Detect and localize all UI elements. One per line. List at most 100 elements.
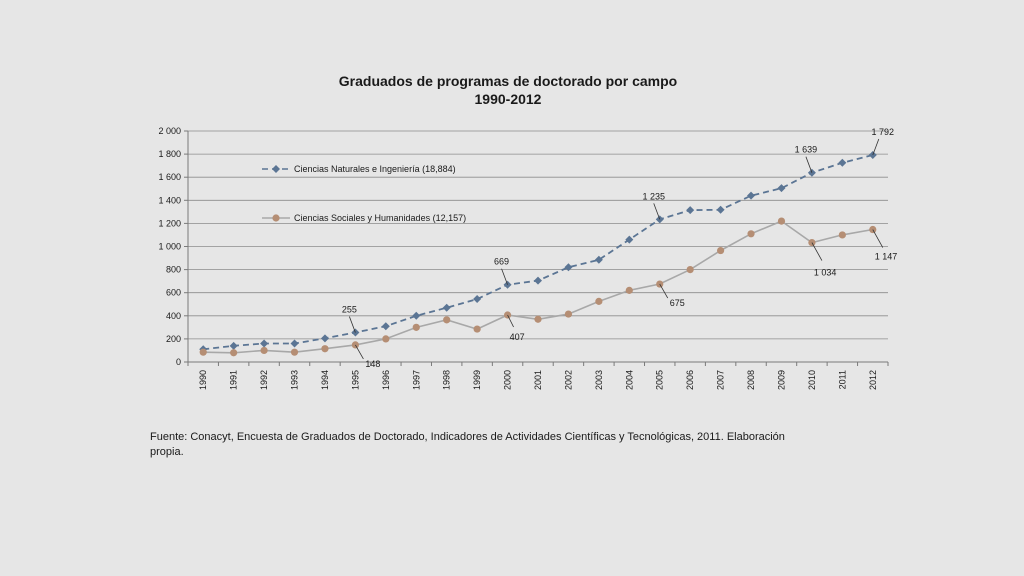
y-tick-label: 1 200 xyxy=(158,218,181,228)
x-tick-label: 1995 xyxy=(350,370,360,390)
y-tick-label: 1 600 xyxy=(158,172,181,182)
x-tick-label: 2008 xyxy=(746,370,756,390)
annotation-leader xyxy=(653,203,661,220)
x-tick-label: 2000 xyxy=(503,370,513,390)
data-point-series-1 xyxy=(229,341,238,350)
annotation-leader xyxy=(501,268,508,285)
annotation-leader xyxy=(872,138,880,156)
y-tick-label: 0 xyxy=(176,357,181,367)
data-label: 1 235 xyxy=(642,191,665,201)
data-point-series-1 xyxy=(260,339,269,348)
annotation-leader xyxy=(659,283,669,299)
data-point-series-1 xyxy=(320,334,329,343)
y-tick-label: 200 xyxy=(166,334,181,344)
data-point-series-1 xyxy=(594,255,603,264)
x-tick-label: 2003 xyxy=(594,370,604,390)
data-point-series-2 xyxy=(717,246,725,255)
axes: 0 200 400 600 800 1 000 1 200 1 400 1 600 1 800 2 … xyxy=(158,126,889,390)
data-point-series-2 xyxy=(838,231,846,239)
data-point-series-2 xyxy=(747,230,755,238)
data-point-series-1 xyxy=(686,206,695,215)
annotation-leader xyxy=(811,242,823,261)
data-point-series-1 xyxy=(625,235,634,244)
annotation-leader xyxy=(349,316,356,333)
annotation-leader xyxy=(805,156,813,173)
x-tick-label: 1997 xyxy=(411,370,421,390)
data-point-series-2 xyxy=(260,346,268,355)
data-point-series-2 xyxy=(443,316,451,324)
data-label: 1 147 xyxy=(875,252,898,262)
x-tick-label: 2004 xyxy=(624,370,634,390)
x-tick-label: 2002 xyxy=(563,370,573,390)
data-label: 669 xyxy=(494,257,509,267)
legend-label-2: Ciencias Sociales y Humanidades (12,157) xyxy=(294,213,466,223)
x-tick-label: 1999 xyxy=(472,370,482,390)
data-point-series-1 xyxy=(534,276,542,285)
data-point-series-1 xyxy=(473,295,482,304)
x-tick-label: 2007 xyxy=(716,370,726,390)
data-point-series-1 xyxy=(777,184,786,193)
x-tick-label: 1998 xyxy=(442,370,452,390)
data-point-series-2 xyxy=(290,348,299,356)
legend-marker-1 xyxy=(272,165,280,173)
annotation-leader xyxy=(507,314,514,328)
data-point-series-1 xyxy=(716,205,725,214)
x-tick-label: 1992 xyxy=(259,370,269,390)
x-tick-label: 1990 xyxy=(198,370,208,390)
data-point-series-2 xyxy=(625,286,633,294)
annotation-layer: 255 669 1 235 1 639 1 792 148 407 675 1 034 1 147 xyxy=(342,127,897,369)
data-label: 148 xyxy=(365,359,380,369)
data-label: 1 034 xyxy=(814,268,837,278)
data-point-series-2 xyxy=(686,266,694,274)
series-layer xyxy=(199,151,877,357)
x-tick-label: 2012 xyxy=(868,370,878,390)
data-label: 407 xyxy=(510,332,525,342)
x-tick-label: 2011 xyxy=(837,370,847,389)
y-tick-label: 1 000 xyxy=(158,242,181,252)
data-point-series-2 xyxy=(777,217,786,225)
data-point-series-2 xyxy=(473,325,481,333)
annotation-leader xyxy=(872,229,884,248)
data-point-series-2 xyxy=(564,310,573,318)
x-tick-label: 1996 xyxy=(381,370,391,390)
data-point-series-2 xyxy=(321,345,329,353)
data-point-series-2 xyxy=(869,225,877,234)
data-point-series-2 xyxy=(199,348,207,356)
data-label: 1 792 xyxy=(872,127,895,137)
x-tick-label: 2010 xyxy=(807,370,817,390)
x-tick-label: 1993 xyxy=(290,370,300,390)
annotation-leader xyxy=(355,344,364,360)
line-chart: Graduados de programas de doctorado por … xyxy=(158,73,897,390)
y-tick-label: 400 xyxy=(166,311,181,321)
data-point-series-2 xyxy=(382,335,390,343)
x-tick-label: 1991 xyxy=(229,370,239,390)
data-point-series-2 xyxy=(230,349,238,357)
chart-title: Graduados de programas de doctorado por … xyxy=(339,73,677,89)
data-point-series-2 xyxy=(534,315,542,323)
x-tick-label: 1994 xyxy=(320,370,330,390)
chart-subtitle: 1990-2012 xyxy=(475,91,542,107)
legend-label-1: Ciencias Naturales e Ingeniería (18,884) xyxy=(294,164,456,174)
legend-marker-2 xyxy=(272,214,280,222)
x-tick-label: 2005 xyxy=(655,370,665,390)
series-line-2 xyxy=(203,220,873,354)
data-point-series-1 xyxy=(564,263,573,272)
data-point-series-1 xyxy=(747,191,756,200)
data-point-series-2 xyxy=(412,323,420,331)
data-point-series-1 xyxy=(381,322,390,331)
y-tick-label: 2 000 xyxy=(158,126,181,136)
data-point-series-1 xyxy=(442,303,451,312)
source-note: Fuente: Conacyt, Encuesta de Graduados d… xyxy=(150,431,785,458)
data-label: 1 639 xyxy=(795,145,818,155)
data-point-series-2 xyxy=(595,297,603,305)
grid-lines xyxy=(188,130,888,340)
x-tick-label: 2001 xyxy=(533,370,543,390)
y-tick-label: 800 xyxy=(166,265,181,275)
x-tick-label: 2006 xyxy=(685,370,695,390)
y-tick-label: 1 800 xyxy=(158,149,181,159)
x-tick-label: 2009 xyxy=(776,370,786,390)
data-label: 255 xyxy=(342,305,357,315)
y-tick-label: 1 400 xyxy=(158,195,181,205)
y-tick-label: 600 xyxy=(166,288,181,298)
legend: Ciencias Naturales e Ingeniería (18,884)… xyxy=(262,164,466,223)
